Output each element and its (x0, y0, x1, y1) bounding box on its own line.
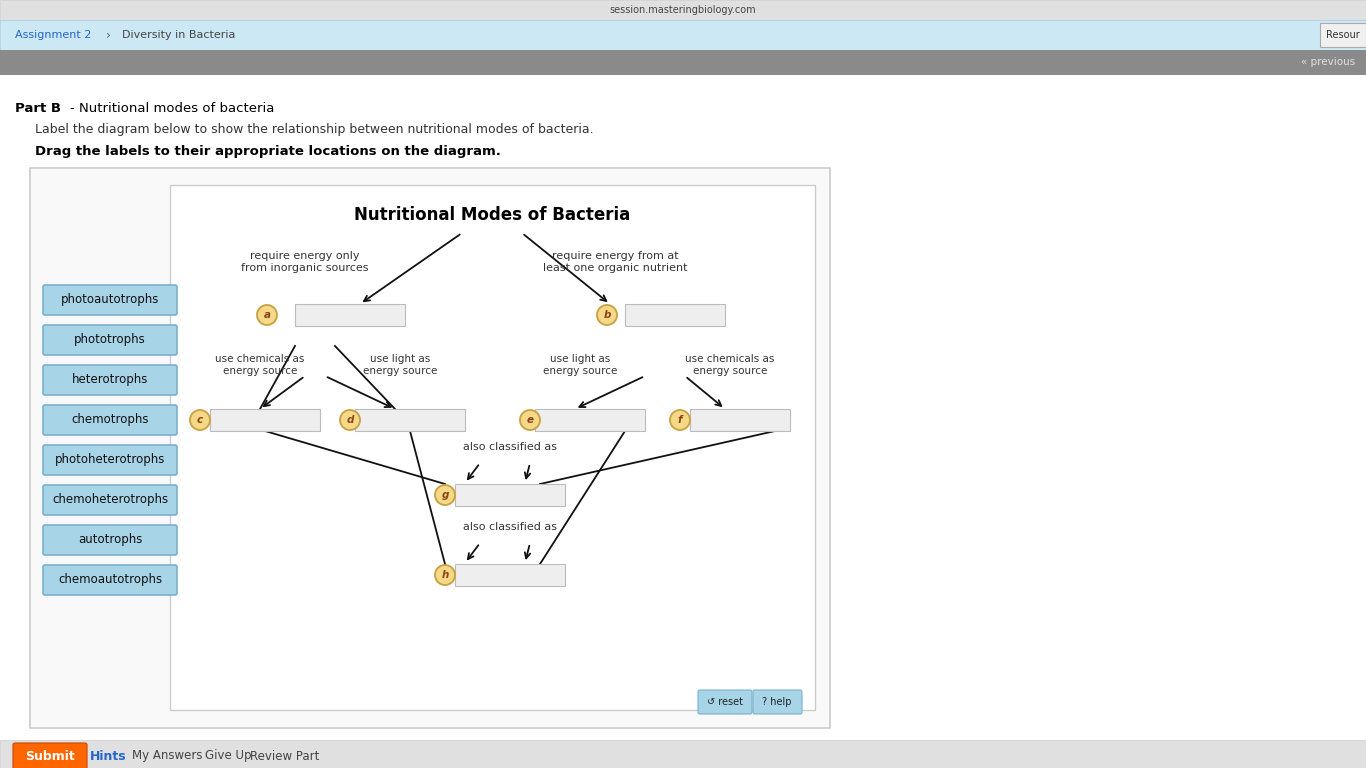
FancyBboxPatch shape (42, 525, 178, 555)
Text: use chemicals as
energy source: use chemicals as energy source (216, 354, 305, 376)
Text: photoautotrophs: photoautotrophs (61, 293, 160, 306)
Bar (626, 304, 725, 326)
Text: also classified as: also classified as (463, 442, 557, 452)
Text: ›: › (105, 28, 111, 41)
Bar (455, 484, 566, 506)
Text: also classified as: also classified as (463, 522, 557, 532)
Text: - Nutritional modes of bacteria: - Nutritional modes of bacteria (70, 101, 275, 114)
Text: c: c (197, 415, 204, 425)
Text: e: e (526, 415, 534, 425)
Bar (455, 564, 566, 586)
Text: heterotrophs: heterotrophs (72, 373, 148, 386)
Text: photoheterotrophs: photoheterotrophs (55, 453, 165, 466)
Text: b: b (604, 310, 611, 320)
Bar (210, 409, 320, 431)
Text: Drag the labels to their appropriate locations on the diagram.: Drag the labels to their appropriate loc… (36, 145, 501, 158)
Text: chemoautotrophs: chemoautotrophs (57, 574, 163, 587)
Text: autotrophs: autotrophs (78, 534, 142, 547)
Text: Nutritional Modes of Bacteria: Nutritional Modes of Bacteria (354, 206, 630, 224)
FancyBboxPatch shape (42, 565, 178, 595)
FancyBboxPatch shape (42, 285, 178, 315)
Bar (690, 409, 790, 431)
Text: use light as
energy source: use light as energy source (363, 354, 437, 376)
FancyBboxPatch shape (42, 485, 178, 515)
Circle shape (257, 305, 277, 325)
Text: phototrophs: phototrophs (74, 333, 146, 346)
FancyBboxPatch shape (14, 743, 87, 768)
FancyBboxPatch shape (42, 445, 178, 475)
Text: Part B: Part B (15, 101, 61, 114)
Text: f: f (678, 415, 682, 425)
Text: Review Part: Review Part (250, 750, 320, 763)
Bar (0, 740, 1366, 768)
FancyBboxPatch shape (753, 690, 802, 714)
Text: Hints: Hints (90, 750, 126, 763)
Text: Label the diagram below to show the relationship between nutritional modes of ba: Label the diagram below to show the rela… (36, 124, 594, 137)
FancyBboxPatch shape (42, 325, 178, 355)
Bar (535, 409, 645, 431)
Circle shape (669, 410, 690, 430)
Text: ↺ reset: ↺ reset (708, 697, 743, 707)
Circle shape (597, 305, 617, 325)
Text: Resour: Resour (1326, 30, 1361, 40)
Circle shape (190, 410, 210, 430)
Text: Diversity in Bacteria: Diversity in Bacteria (122, 30, 235, 40)
Bar (0, 50, 1366, 75)
Circle shape (520, 410, 540, 430)
Circle shape (340, 410, 361, 430)
Bar (30, 168, 831, 728)
Circle shape (434, 565, 455, 585)
FancyBboxPatch shape (42, 365, 178, 395)
Text: g: g (441, 490, 448, 500)
Text: Assignment 2: Assignment 2 (15, 30, 92, 40)
Text: Submit: Submit (25, 750, 75, 763)
Bar (0, 20, 1366, 50)
Text: h: h (441, 570, 448, 580)
Bar (355, 409, 464, 431)
Circle shape (434, 485, 455, 505)
Bar (0, 0, 1366, 20)
Text: session.masteringbiology.com: session.masteringbiology.com (609, 5, 757, 15)
Text: use chemicals as
energy source: use chemicals as energy source (686, 354, 775, 376)
Text: chemotrophs: chemotrophs (71, 413, 149, 426)
Text: d: d (347, 415, 354, 425)
Text: require energy from at
least one organic nutrient: require energy from at least one organic… (542, 251, 687, 273)
FancyBboxPatch shape (42, 405, 178, 435)
Text: Give Up: Give Up (205, 750, 251, 763)
FancyBboxPatch shape (698, 690, 753, 714)
Text: « previous: « previous (1300, 57, 1355, 67)
Text: My Answers: My Answers (131, 750, 202, 763)
Bar (295, 304, 404, 326)
Text: chemoheterotrophs: chemoheterotrophs (52, 494, 168, 507)
Text: a: a (264, 310, 270, 320)
Text: ? help: ? help (762, 697, 792, 707)
Bar (1320, 23, 1366, 47)
Text: use light as
energy source: use light as energy source (542, 354, 617, 376)
Text: require energy only
from inorganic sources: require energy only from inorganic sourc… (242, 251, 369, 273)
Bar (169, 185, 816, 710)
